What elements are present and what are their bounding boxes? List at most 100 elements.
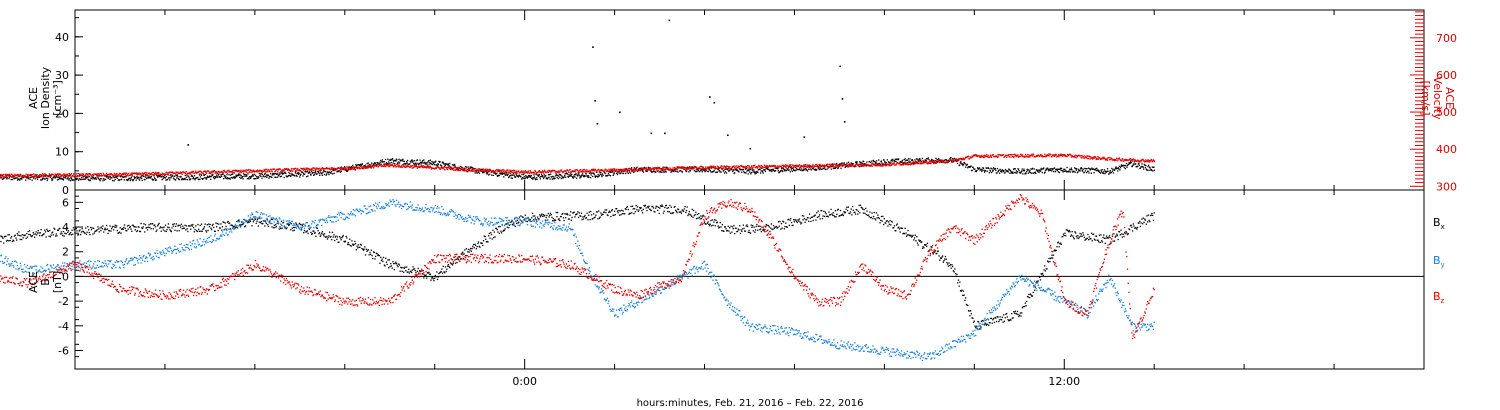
data-point (159, 227, 161, 229)
data-point (520, 171, 522, 173)
data-point (763, 164, 765, 166)
data-point (613, 172, 615, 174)
data-point (401, 166, 403, 168)
data-point (1095, 168, 1097, 170)
data-point (1133, 160, 1135, 162)
data-point (188, 173, 190, 175)
data-point (1088, 158, 1090, 160)
data-point (355, 166, 357, 168)
data-point (856, 162, 858, 164)
data-point (1140, 161, 1142, 163)
data-point (271, 226, 273, 228)
data-point (812, 168, 815, 170)
data-point (1001, 169, 1003, 171)
data-point (1002, 170, 1004, 172)
data-point (709, 166, 711, 168)
data-point (46, 179, 48, 182)
data-point (711, 166, 714, 169)
data-point (122, 174, 124, 176)
data-point (251, 225, 253, 227)
data-point (1127, 163, 1130, 165)
data-point (1149, 167, 1151, 169)
data-point (237, 170, 239, 172)
data-point (109, 176, 111, 178)
data-point (260, 171, 263, 173)
data-point (6, 178, 8, 180)
data-point (237, 171, 239, 173)
data-point (199, 173, 201, 175)
data-point (361, 164, 363, 166)
data-point (1013, 168, 1015, 170)
data-point (75, 228, 77, 230)
data-point (427, 161, 429, 163)
data-point (975, 155, 978, 157)
data-point (317, 230, 319, 232)
data-point (375, 164, 377, 166)
data-point (716, 171, 719, 173)
data-point (135, 179, 137, 181)
data-point (469, 166, 471, 168)
data-point (21, 175, 23, 177)
data-point (277, 174, 279, 176)
data-point (580, 171, 583, 173)
data-point (523, 171, 525, 173)
data-point (1011, 154, 1013, 156)
data-point (21, 174, 24, 177)
data-point (390, 161, 393, 164)
data-point (315, 235, 317, 237)
data-point (879, 163, 881, 165)
data-point (128, 178, 130, 180)
data-point (1073, 156, 1075, 158)
data-point (754, 173, 756, 175)
data-point (373, 163, 375, 165)
data-point (1081, 155, 1083, 157)
data-point (176, 230, 178, 232)
data-point (1026, 170, 1028, 173)
data-point (281, 172, 283, 174)
data-point (724, 166, 727, 168)
data-point (1102, 158, 1104, 160)
data-point (1144, 166, 1146, 169)
data-point (1040, 167, 1042, 170)
data-point (57, 229, 59, 231)
data-point (426, 162, 428, 164)
data-point (70, 234, 72, 236)
data-point (206, 171, 208, 173)
data-point (223, 178, 225, 180)
data-point (429, 159, 431, 161)
data-point (287, 174, 290, 177)
data-point (772, 165, 775, 167)
data-point (260, 220, 262, 223)
data-point (628, 171, 631, 173)
data-point (204, 170, 206, 172)
data-point (1027, 169, 1029, 171)
data-point (427, 166, 429, 169)
data-point (573, 170, 576, 172)
data-point (1080, 157, 1082, 159)
data-point (137, 176, 140, 179)
data-point (841, 162, 843, 164)
data-point (141, 174, 143, 177)
data-point (391, 158, 394, 160)
data-point (224, 177, 226, 179)
data-point (596, 175, 598, 177)
data-point (597, 176, 599, 178)
data-point (212, 172, 214, 174)
data-point (41, 175, 43, 177)
data-point (615, 170, 617, 172)
data-point (857, 164, 859, 166)
data-point (247, 220, 249, 222)
data-point (1047, 154, 1049, 157)
data-point (265, 176, 267, 178)
data-point (1008, 169, 1010, 171)
data-point (474, 172, 476, 174)
data-point (436, 164, 438, 166)
data-point (969, 166, 971, 168)
data-point (104, 178, 107, 180)
data-point (190, 228, 192, 230)
data-point (59, 227, 61, 230)
data-point (987, 156, 989, 158)
data-point (385, 163, 387, 165)
data-point (43, 178, 45, 180)
data-point (1023, 168, 1025, 170)
